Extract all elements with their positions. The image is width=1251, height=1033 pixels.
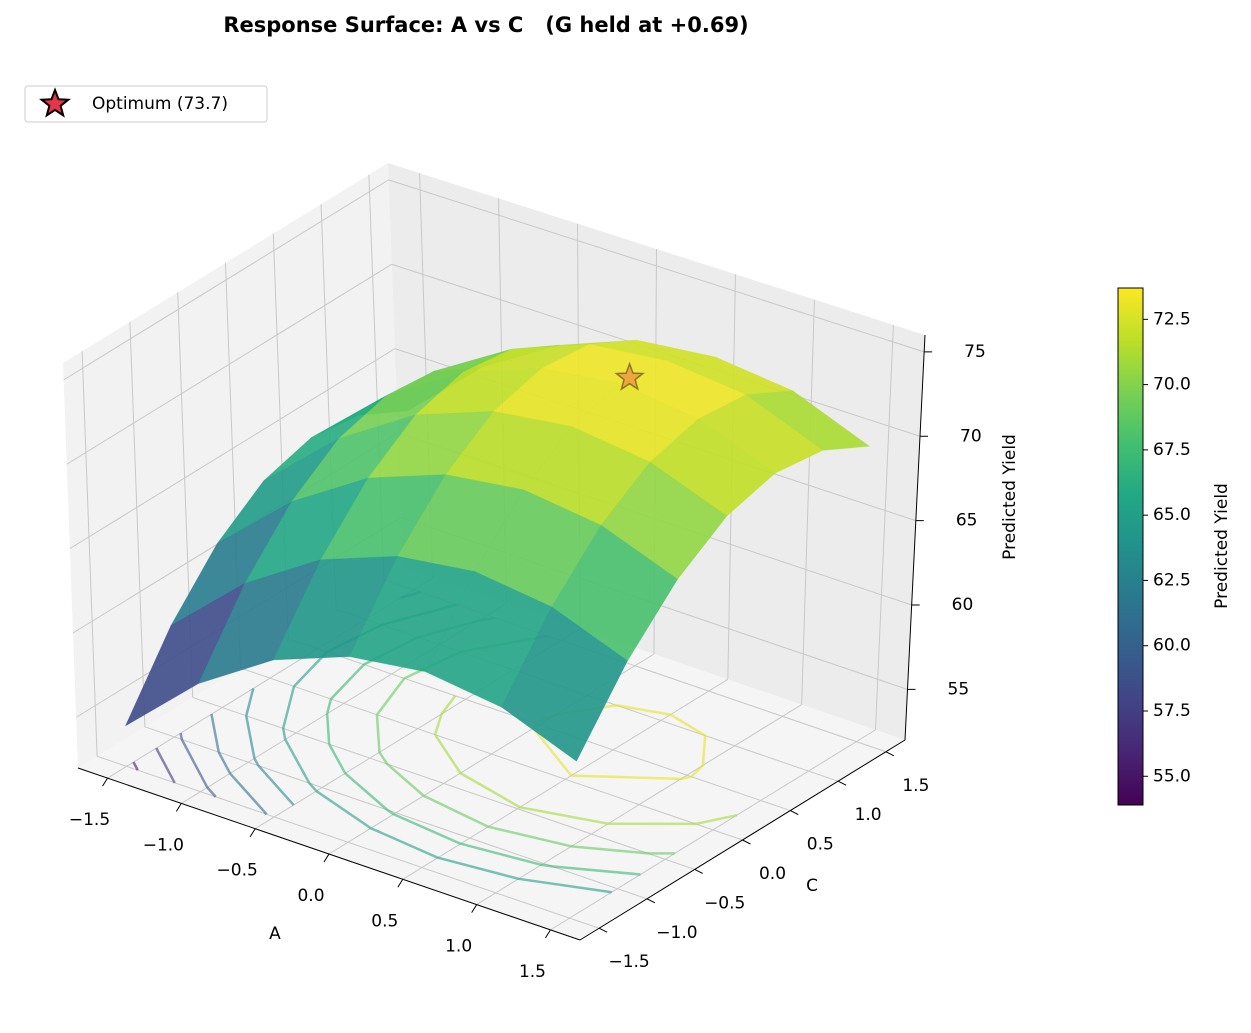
z-axis-label: Predicted Yield [1000,434,1020,560]
y-axis [579,739,906,941]
colorbar-tick-label: 70.0 [1153,375,1191,395]
colorbar-tick-label: 65.0 [1153,505,1191,525]
grid-line [388,179,925,353]
y-tick [646,898,656,904]
y-tick [837,780,847,786]
grid-line [874,324,894,730]
grid-line [96,755,600,929]
x-tick [323,853,330,863]
z-axis [904,334,926,741]
x-tick [397,879,404,888]
y-tick-label: 0.0 [759,864,786,884]
x-axis [77,767,581,941]
y-tick [790,810,799,816]
grid-line [66,263,393,465]
contour [433,695,738,826]
grid-line [63,179,389,381]
colorbar-tick-label: 60.0 [1153,636,1191,656]
y-tick [598,927,608,933]
x-tick-label: −1.5 [69,810,110,830]
y-tick [885,751,895,757]
x-tick-label: 0.5 [371,911,398,931]
grid-line [144,726,648,900]
y-tick [742,839,751,845]
z-tick-label: 70 [960,426,982,446]
x-tick-label: −0.5 [217,861,258,881]
z-tick-label: 65 [956,511,978,531]
y-tick-label: 1.0 [855,805,882,825]
y-tick-label: −1.0 [656,923,697,943]
y-tick-label: −1.5 [608,952,649,972]
contour [179,732,217,798]
colorbar-tick-label: 55.0 [1153,766,1191,786]
grid-line [240,667,743,841]
colorbar [1117,287,1144,806]
grid-line [801,299,815,705]
colorbar-tick-label: 72.5 [1153,309,1191,329]
grid-line [129,321,146,727]
surface-cell [501,606,628,762]
chart-title: Response Surface: A vs C (G held at +0.6… [223,13,748,37]
x-tick [471,904,478,913]
optimum-marker [614,361,645,391]
grid-line [192,696,695,870]
x-tick-label: 1.5 [519,962,546,982]
x-tick-label: 1.0 [445,937,472,957]
x-tick [175,803,182,812]
z-tick-label: 60 [952,595,974,615]
y-tick [694,868,703,874]
contour [245,591,421,806]
x-tick [102,777,108,787]
colorbar-label: Predicted Yield [1212,483,1232,609]
z-tick-label: 55 [948,679,970,699]
x-tick [249,828,256,837]
legend-label: Optimum (73.7) [92,94,228,114]
z-tick-label: 75 [964,342,986,362]
x-axis-label: A [269,924,281,944]
grid-line [81,351,98,757]
contour [132,761,139,771]
colorbar-tick-label: 62.5 [1153,570,1191,590]
colorbar-tick-label: 57.5 [1153,701,1191,721]
legend-box [24,85,268,123]
y-tick-label: 1.5 [902,776,929,796]
contour [210,713,268,816]
x-tick [545,929,551,939]
y-axis-label: C [806,876,818,896]
legend-marker [38,87,72,118]
colorbar-tick-label: 67.5 [1153,440,1191,460]
y-tick-label: −0.5 [704,893,745,913]
x-tick-label: 0.0 [297,886,324,906]
x-tick-label: −1.0 [143,835,184,855]
y-tick-label: 0.5 [807,835,834,855]
contour [155,747,176,784]
grid-line [69,348,396,550]
